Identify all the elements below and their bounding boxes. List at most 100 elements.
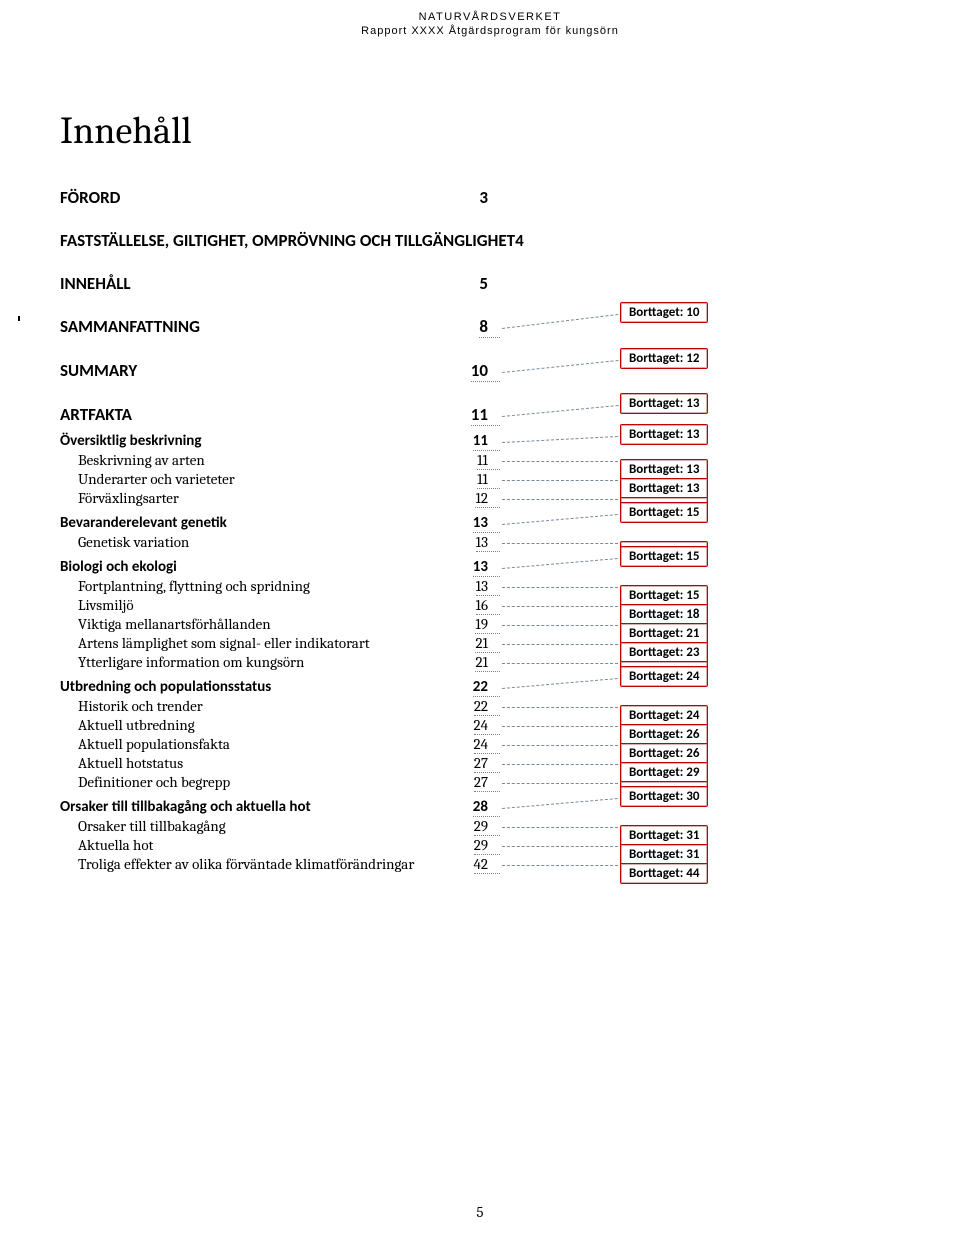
toc-entry-label[interactable]: Troliga effekter av olika förväntade kli… (78, 855, 414, 873)
toc-entry-page[interactable]: 27 (474, 754, 500, 773)
toc-entry-label[interactable]: Orsaker till tillbakagång och aktuella h… (60, 798, 311, 816)
revision-comment[interactable]: Borttaget: 15 (620, 502, 708, 523)
toc-entry-page[interactable]: 3 (479, 187, 500, 208)
revision-label: Borttaget: (629, 828, 686, 843)
revision-comment[interactable]: Borttaget: 15 (620, 546, 708, 567)
toc-entry-label[interactable]: FASTSTÄLLELSE, GILTIGHET, OMPRÖVNING OCH… (60, 230, 515, 251)
header-report: Rapport XXXX Åtgärdsprogram för kungsörn (60, 24, 920, 38)
toc-entry-page[interactable]: 29 (474, 836, 500, 855)
revision-value: 23 (686, 645, 699, 660)
toc-entry-page[interactable]: 21 (475, 634, 500, 653)
toc-entry-page[interactable]: 22 (473, 678, 500, 697)
toc-entry-label[interactable]: Orsaker till tillbakagång (78, 817, 226, 835)
toc-entry-page[interactable]: 11 (473, 432, 500, 451)
toc-entry-label[interactable]: Definitioner och begrepp (78, 773, 230, 791)
toc-entry-page[interactable]: 10 (471, 360, 500, 382)
revision-comment[interactable]: Borttaget: 10 (620, 302, 708, 323)
revision-comment[interactable]: Borttaget: 13 (620, 478, 708, 499)
revision-comment[interactable]: Borttaget: 31 (620, 825, 708, 846)
revision-comment[interactable]: Borttaget: 13 (620, 459, 708, 480)
toc-entry-page[interactable]: 16 (476, 596, 500, 615)
toc-entry-label[interactable]: ARTFAKTA (60, 404, 132, 425)
revision-connector (502, 461, 618, 462)
toc-entry-page[interactable]: 4 (515, 230, 536, 251)
toc-entry-label[interactable]: Aktuell utbredning (78, 716, 195, 734)
toc-entry-label[interactable]: Ytterligare information om kungsörn (78, 653, 304, 671)
toc-entry-label[interactable]: Bevaranderelevant genetik (60, 514, 227, 532)
toc-row: SAMMANFATTNING 8 (60, 316, 500, 338)
revision-connector (502, 846, 618, 847)
revision-comment[interactable]: Borttaget: 18 (620, 604, 708, 625)
toc-row: FÖRORD 3 (60, 187, 500, 208)
toc-row: SUMMARY 10 (60, 360, 500, 382)
toc-entry-label[interactable]: SAMMANFATTNING (60, 316, 200, 337)
toc-entry-label[interactable]: Aktuella hot (78, 836, 153, 854)
toc-row: Orsaker till tillbakagång 29 (60, 817, 500, 836)
revision-comment[interactable]: Borttaget: 23 (620, 642, 708, 663)
revision-comment[interactable]: Borttaget: 15 (620, 585, 708, 606)
revision-comment[interactable]: Borttaget: 44 (620, 863, 708, 884)
toc-entry-label[interactable]: SUMMARY (60, 360, 137, 381)
toc-entry-label[interactable]: Utbredning och populationsstatus (60, 678, 271, 696)
revision-value: 13 (686, 462, 699, 477)
toc-entry-page[interactable]: 12 (475, 489, 500, 508)
toc-entry-label[interactable]: Historik och trender (78, 697, 203, 715)
toc-entry-label[interactable]: Livsmiljö (78, 596, 134, 614)
toc-entry-label[interactable]: Genetisk variation (78, 533, 189, 551)
toc-entry-label[interactable]: Fortplantning, flyttning och spridning (78, 577, 310, 595)
revision-label: Borttaget: (629, 727, 686, 742)
revision-connector (502, 745, 618, 746)
toc-entry-page[interactable]: 24 (474, 716, 500, 735)
toc-entry-page[interactable]: 13 (473, 514, 500, 533)
revision-connector (502, 499, 618, 500)
revision-comment[interactable]: Borttaget: 24 (620, 705, 708, 726)
toc-entry-label[interactable]: Viktiga mellanartsförhållanden (78, 615, 271, 633)
revision-comment[interactable]: Borttaget: 13 (620, 424, 708, 445)
toc-row: Definitioner och begrepp 27 (60, 773, 500, 792)
revision-comment[interactable]: Borttaget: 12 (620, 348, 708, 369)
toc-entry-label[interactable]: Artens lämplighet som signal- eller indi… (78, 634, 370, 652)
toc-entry-page[interactable]: 13 (476, 577, 500, 596)
toc-entry-label[interactable]: Underarter och varieteter (78, 470, 235, 488)
toc-entry-page[interactable]: 28 (473, 798, 500, 817)
toc-entry-label[interactable]: Översiktlig beskrivning (60, 432, 201, 450)
toc-entry-page[interactable]: 21 (475, 653, 500, 672)
revision-label: Borttaget: (629, 427, 686, 442)
toc-entry-label[interactable]: FÖRORD (60, 187, 120, 208)
toc-entry-page[interactable]: 13 (476, 533, 500, 552)
toc-entry-label[interactable]: Beskrivning av arten (78, 451, 205, 469)
revision-value: 18 (686, 607, 699, 622)
toc-entry-label[interactable]: Aktuell populationsfakta (78, 735, 230, 753)
revision-comment[interactable]: Borttaget: 21 (620, 623, 708, 644)
toc-entry-label[interactable]: Aktuell hotstatus (78, 754, 183, 772)
toc-row: Genetisk variation 13 (60, 533, 500, 552)
revision-comment[interactable]: Borttaget: 31 (620, 844, 708, 865)
toc-entry-page[interactable]: 11 (477, 451, 500, 470)
toc-entry-label[interactable]: Förväxlingsarter (78, 489, 179, 507)
toc-row: Aktuell utbredning 24 (60, 716, 500, 735)
toc-entry-label[interactable]: INNEHÅLL (60, 273, 131, 294)
toc-entry-page[interactable]: 19 (475, 615, 500, 634)
revision-comment[interactable]: Borttaget: 13 (620, 393, 708, 414)
toc-row: ARTFAKTA 11 (60, 404, 500, 426)
revision-connector (502, 625, 618, 626)
toc-entry-label[interactable]: Biologi och ekologi (60, 558, 177, 576)
toc-entry-page[interactable]: 22 (474, 697, 500, 716)
toc-row: Orsaker till tillbakagång och aktuella h… (60, 798, 500, 817)
revision-value: 31 (686, 847, 699, 862)
revision-comment[interactable]: Borttaget: 30 (620, 786, 708, 807)
toc-entry-page[interactable]: 5 (479, 273, 500, 294)
toc-entry-page[interactable]: 13 (473, 558, 500, 577)
toc-entry-page[interactable]: 8 (479, 316, 500, 338)
revision-comment[interactable]: Borttaget: 29 (620, 762, 708, 783)
revision-comment[interactable]: Borttaget: 24 (620, 666, 708, 687)
revision-comment[interactable]: Borttaget: 26 (620, 743, 708, 764)
toc-entry-page[interactable]: 27 (474, 773, 500, 792)
toc-entry-page[interactable]: 24 (474, 735, 500, 754)
revision-comment[interactable]: Borttaget: 26 (620, 724, 708, 745)
toc-entry-page[interactable]: 11 (477, 470, 500, 489)
toc-entry-page[interactable]: 42 (474, 855, 500, 874)
revision-value: 44 (686, 866, 699, 881)
toc-entry-page[interactable]: 29 (474, 817, 500, 836)
toc-entry-page[interactable]: 11 (471, 404, 500, 426)
